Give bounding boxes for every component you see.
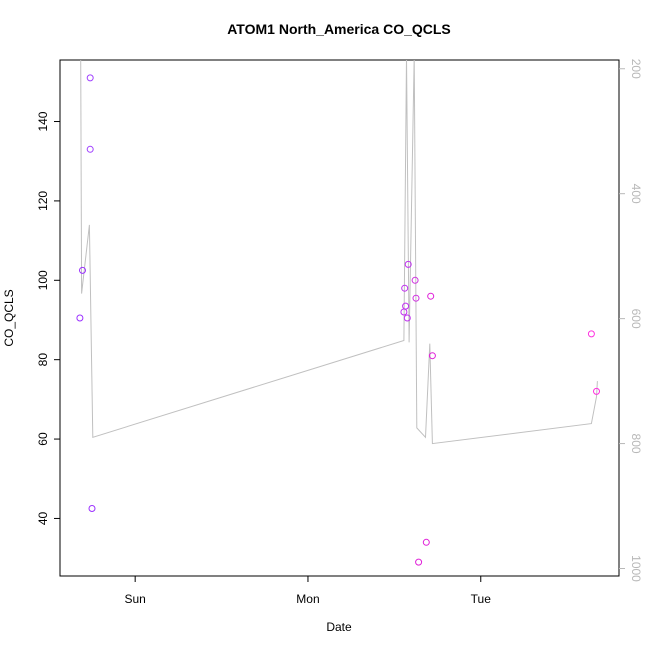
y2-tick-label: 400 [629, 184, 643, 204]
y-axis: 40 60 80 100 120 140 [36, 111, 60, 525]
y2-axis: 200 400 600 800 1000 [619, 59, 643, 582]
y-tick-label: 140 [36, 111, 50, 131]
x-axis-label: Date [326, 620, 352, 634]
points-group [76, 74, 600, 566]
x-axis: Sun Mon Tue [124, 576, 491, 606]
data-point [86, 74, 94, 82]
data-point [415, 558, 423, 566]
altitude-line-group [80, 60, 598, 445]
data-point [86, 145, 94, 153]
y-tick-label: 120 [36, 191, 50, 211]
data-point [401, 284, 409, 292]
data-point [403, 314, 411, 322]
data-point [79, 266, 86, 274]
y-tick-label: 80 [36, 353, 50, 367]
data-point [587, 330, 595, 338]
x-tick-label: Sun [124, 592, 145, 606]
data-point [402, 302, 410, 310]
plot-frame [59, 59, 620, 577]
x-tick-label: Mon [296, 592, 319, 606]
data-point [76, 314, 84, 322]
data-point [412, 294, 420, 302]
chart-title: ATOM1 North_America CO_QCLS [227, 21, 451, 37]
y2-tick-label: 800 [629, 434, 643, 454]
data-point [411, 276, 419, 284]
x-tick-label: Tue [471, 592, 492, 606]
data-point [422, 538, 430, 546]
y2-tick-label: 200 [629, 59, 643, 79]
data-point [404, 260, 412, 268]
altitude-line [80, 60, 598, 445]
y-tick-label: 60 [36, 432, 50, 446]
y2-tick-label: 600 [629, 309, 643, 329]
data-point [428, 352, 436, 360]
y2-tick-label: 1000 [629, 555, 643, 582]
data-point [593, 387, 600, 395]
data-point [88, 505, 96, 512]
y-tick-label: 100 [36, 270, 50, 290]
data-point [427, 292, 435, 300]
y-tick-label: 40 [36, 511, 50, 525]
y-axis-label: CO_QCLS [2, 289, 16, 346]
